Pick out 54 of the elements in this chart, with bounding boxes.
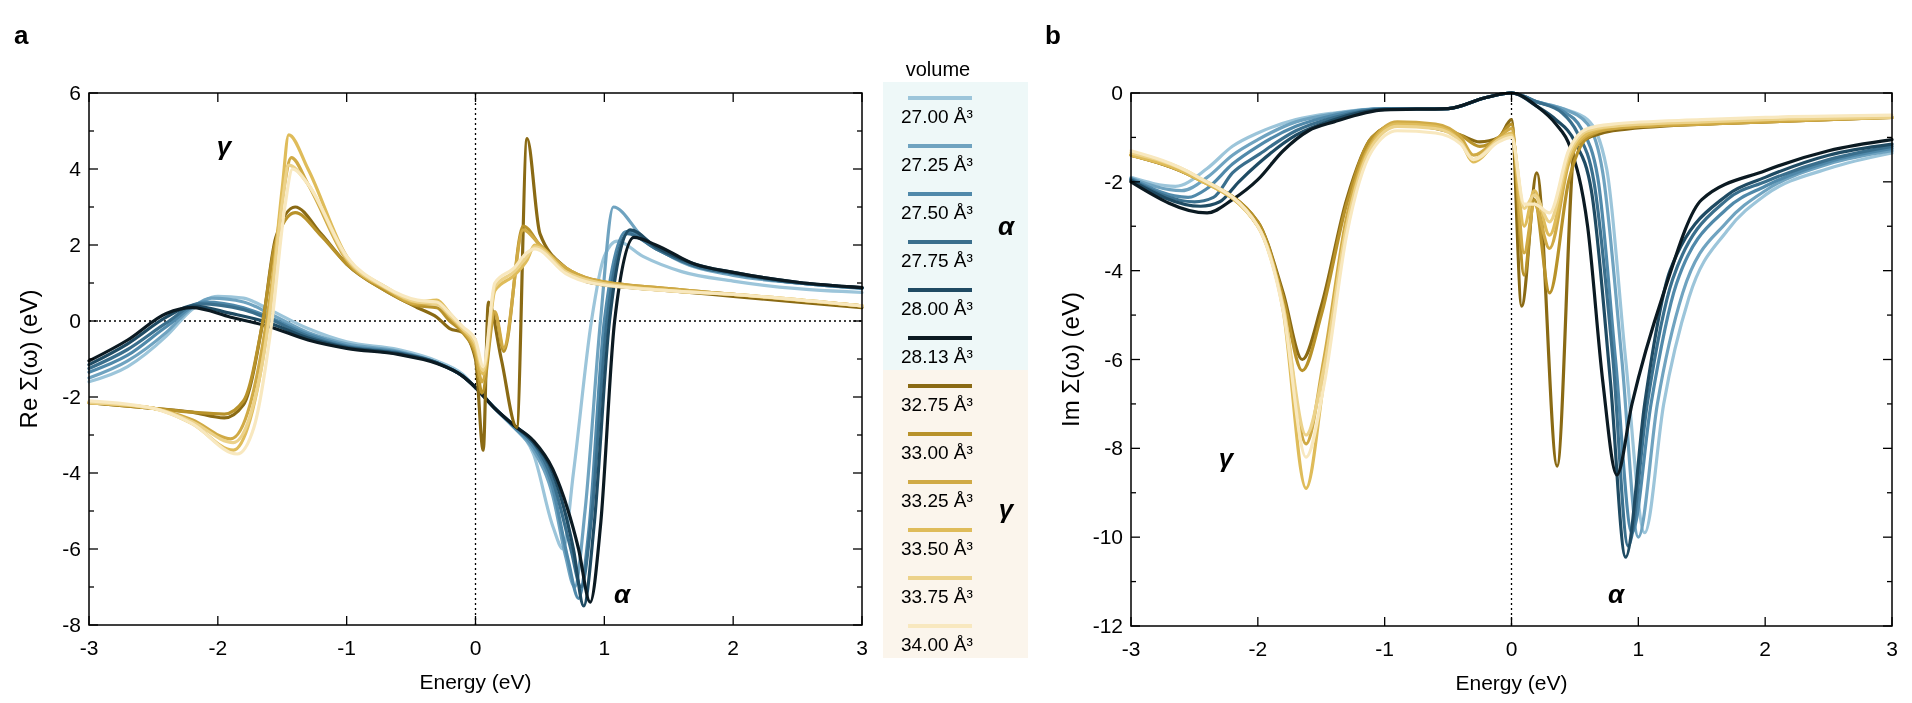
legend-label: 28.00 Å³ (901, 298, 973, 319)
x-tick-label: -3 (1121, 637, 1141, 660)
x-axis-title: Energy (eV) (419, 670, 532, 693)
y-tick-label: 2 (69, 233, 81, 256)
y-tick-label: -2 (1104, 169, 1123, 193)
x-tick-label: -1 (337, 636, 357, 659)
text: α (997, 210, 1016, 241)
x-tick-label: 0 (469, 636, 482, 659)
y-tick-label: -8 (1104, 436, 1123, 460)
legend-label: 33.00 Å³ (901, 442, 973, 463)
y-tick-label: -4 (1104, 258, 1124, 282)
text: γ (998, 493, 1015, 524)
chart-title: b (1045, 20, 1061, 50)
x-tick-label: 1 (598, 636, 611, 659)
x-tick-label: -2 (208, 636, 228, 659)
legend-label: 32.75 Å³ (901, 394, 973, 415)
annotation: γ (1218, 442, 1235, 473)
chart-title: a (14, 20, 29, 50)
y-axis-title: Im Σ(ω) (eV) (1057, 292, 1084, 427)
legend-label: 33.25 Å³ (901, 490, 973, 511)
y-tick-label: -4 (62, 461, 82, 484)
y-tick-label: -6 (62, 537, 81, 560)
legend-label: 27.25 Å³ (901, 154, 973, 175)
y-tick-label: 0 (69, 309, 81, 332)
y-tick-label: -2 (62, 385, 81, 408)
y-tick-label: -6 (1104, 347, 1123, 371)
x-tick-label: 0 (1505, 637, 1518, 660)
x-tick-label: -3 (79, 636, 99, 659)
annotation: α (1607, 578, 1626, 609)
y-tick-label: 4 (69, 157, 82, 180)
annotation: α (613, 578, 632, 609)
y-tick-label: -12 (1092, 614, 1123, 637)
x-tick-label: 2 (727, 636, 740, 659)
x-tick-label: 3 (856, 636, 868, 659)
y-tick-label: -8 (62, 613, 81, 636)
y-tick-label: -10 (1092, 525, 1123, 549)
legend-label: 27.75 Å³ (901, 250, 973, 271)
legend-label: 28.13 Å³ (901, 346, 973, 367)
legend-label: 27.50 Å³ (901, 202, 973, 223)
annotation: γ (216, 130, 233, 161)
y-axis-title: Re Σ(ω) (eV) (15, 289, 42, 429)
x-tick-label: 1 (1632, 637, 1645, 660)
x-tick-label: -1 (1375, 637, 1395, 660)
legend-label: 33.50 Å³ (901, 538, 973, 559)
legend-label: 27.00 Å³ (901, 106, 973, 127)
y-tick-label: 0 (1111, 81, 1123, 104)
x-tick-label: 2 (1759, 637, 1772, 660)
x-tick-label: -2 (1248, 637, 1268, 660)
y-tick-label: 6 (69, 81, 81, 104)
legend-title: volume (905, 58, 971, 80)
legend-label: 34.00 Å³ (901, 634, 973, 655)
x-axis-title: Energy (eV) (1455, 671, 1568, 694)
legend-label: 33.75 Å³ (901, 586, 973, 607)
x-tick-label: 3 (1886, 637, 1898, 660)
